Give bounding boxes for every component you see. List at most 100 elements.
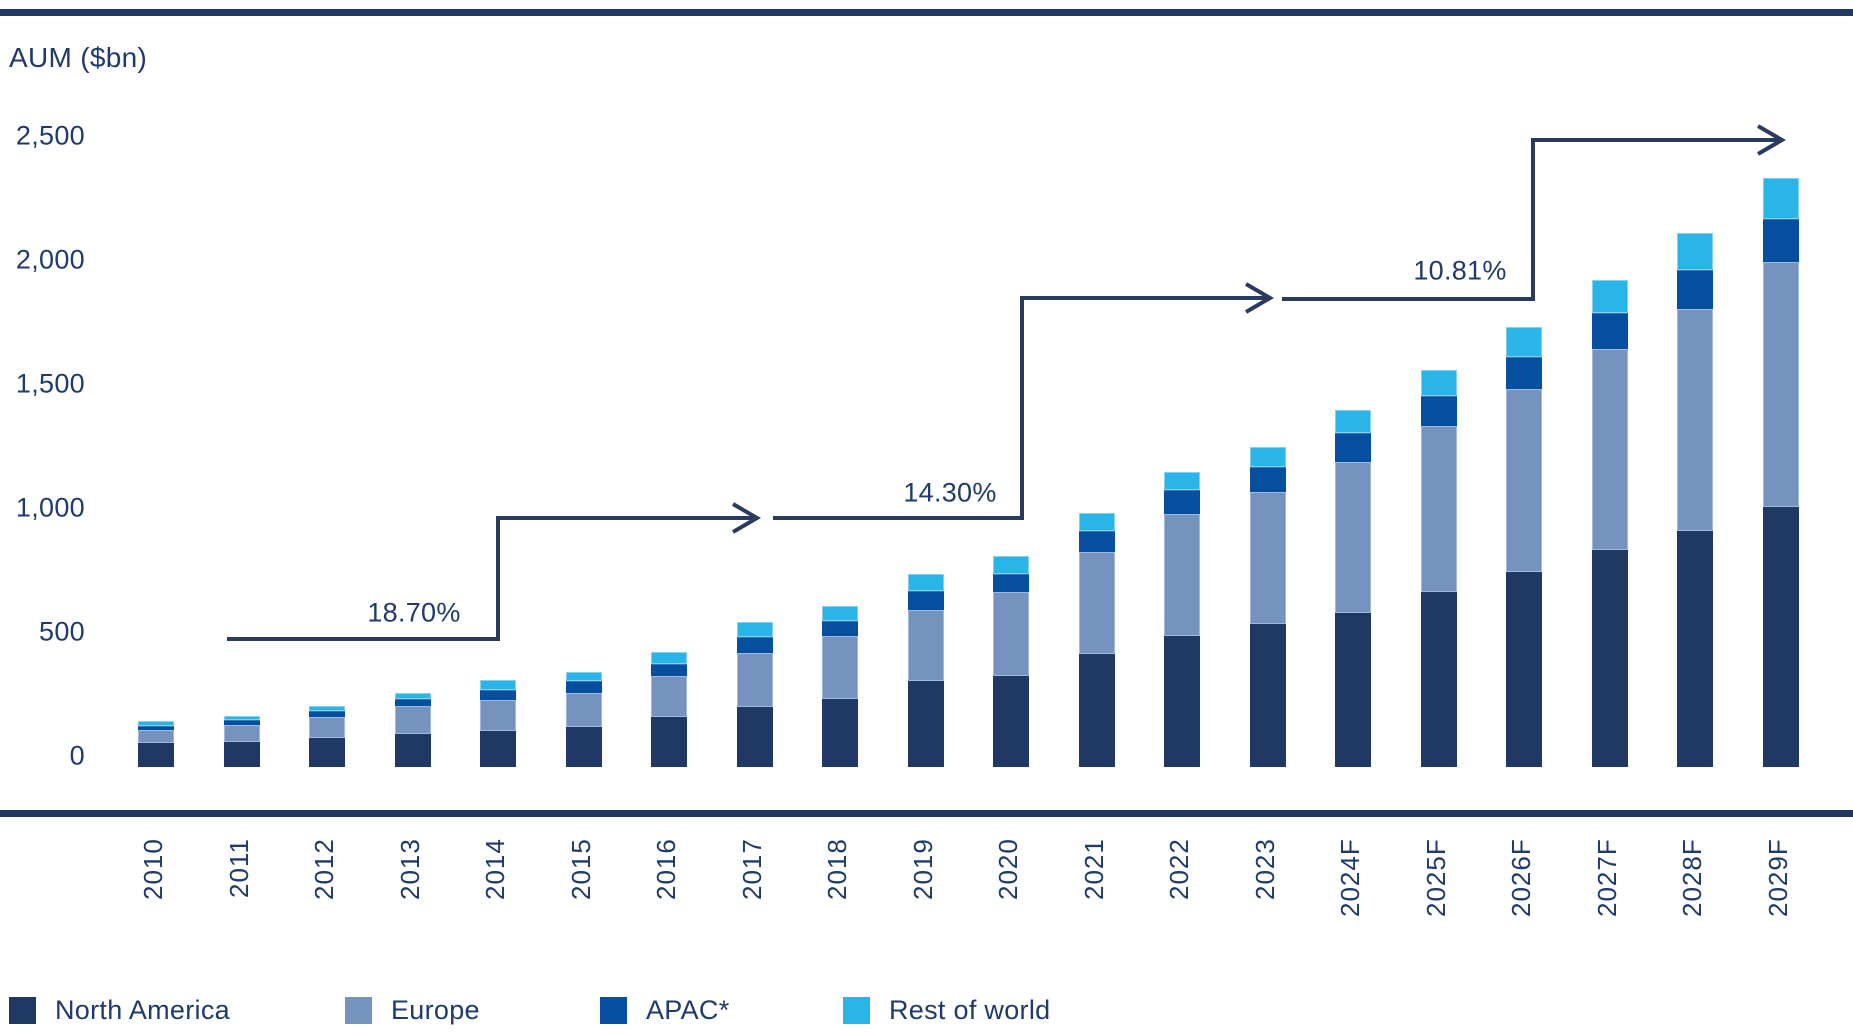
bar-segment-rest-of-world <box>1506 326 1542 357</box>
bar-segment-rest-of-world <box>651 651 687 665</box>
legend-swatch <box>345 997 372 1024</box>
bar-segment-europe <box>993 592 1029 677</box>
bar-segment-north-america <box>565 727 602 767</box>
bar-segment-europe <box>822 635 858 699</box>
y-tick-label: 1,500 <box>15 368 85 399</box>
bar-segment-europe <box>1335 461 1371 614</box>
y-axis-title: AUM ($bn) <box>9 42 148 73</box>
cagr-arrow-1-head <box>731 502 761 534</box>
bar-segment-apac <box>480 690 516 701</box>
bar-segment-rest-of-world <box>1249 447 1286 467</box>
cagr-arrow-2 <box>773 296 1266 520</box>
bar-segment-europe <box>1506 388 1542 573</box>
x-tick-label-2016: 2016 <box>651 838 681 900</box>
bar-segment-apac <box>1762 218 1799 263</box>
x-tick-label-2019: 2019 <box>907 838 938 900</box>
bar-segment-europe <box>309 717 345 739</box>
bar-segment-rest-of-world <box>1335 409 1371 434</box>
legend-swatch <box>9 997 36 1024</box>
cagr-arrow-1 <box>227 516 753 641</box>
bar-segment-north-america <box>1420 592 1457 767</box>
bar-segment-north-america <box>223 742 260 767</box>
x-tick-label-2021: 2021 <box>1078 838 1109 900</box>
bar-segment-apac <box>394 698 431 707</box>
bar-segment-europe <box>223 724 260 743</box>
bar-segment-rest-of-world <box>138 721 174 727</box>
bar-segment-apac <box>822 620 858 636</box>
bar-segment-rest-of-world <box>1591 279 1628 314</box>
bar-segment-europe <box>1164 514 1200 636</box>
bar-segment-europe <box>651 676 687 718</box>
bar-segment-apac <box>1249 466 1286 492</box>
legend-swatch <box>600 997 627 1024</box>
bar-segment-apac <box>907 590 944 610</box>
bar-segment-rest-of-world <box>309 706 345 712</box>
y-tick-label: 1,000 <box>15 492 85 523</box>
legend: North America Europe APAC* Rest of world <box>0 995 1853 1031</box>
bar-segment-rest-of-world <box>394 692 431 699</box>
bar-segment-europe <box>1677 309 1713 532</box>
bar-segment-apac <box>565 681 602 693</box>
x-tick-label-2012: 2012 <box>309 838 339 900</box>
bar-segment-apac <box>1677 269 1713 310</box>
x-tick-label-2013: 2013 <box>394 838 425 900</box>
bar-segment-apac <box>1506 356 1542 389</box>
x-tick-label-2024f: 2024F <box>1335 838 1365 917</box>
bar-segment-north-america <box>138 743 174 767</box>
bar-segment-north-america <box>1677 531 1713 767</box>
cagr-label-1: 18.70% <box>367 597 461 628</box>
x-tick-label-2025f: 2025F <box>1420 838 1451 917</box>
legend-item-apac: APAC* <box>600 995 730 1026</box>
cagr-label-2: 14.30% <box>903 477 997 508</box>
y-tick-label: 2,500 <box>15 120 85 151</box>
legend-label: APAC* <box>646 995 730 1025</box>
x-tick-label-2029f: 2029F <box>1762 838 1793 917</box>
y-tick-label: 500 <box>39 616 85 647</box>
bar-segment-apac <box>1591 313 1628 350</box>
cagr-label-3: 10.81% <box>1413 255 1507 286</box>
bar-segment-europe <box>1249 491 1286 625</box>
x-tick-label-2028f: 2028F <box>1677 838 1707 917</box>
bar-segment-apac <box>1078 531 1115 553</box>
bar-segment-north-america <box>480 731 516 767</box>
legend-item-europe: Europe <box>345 995 480 1026</box>
bar-segment-north-america <box>1078 654 1115 767</box>
bar-segment-apac <box>138 726 174 730</box>
bar-segment-europe <box>480 700 516 732</box>
bar-segment-rest-of-world <box>993 556 1029 574</box>
x-tick-label-2015: 2015 <box>565 838 596 900</box>
bar-segment-apac <box>1420 396 1457 426</box>
bar-segment-north-america <box>1591 550 1628 767</box>
bar-segment-europe <box>736 652 773 708</box>
bar-segment-europe <box>394 706 431 734</box>
y-tick-label: 0 <box>69 740 85 771</box>
bar-segment-rest-of-world <box>907 573 944 591</box>
bar-segment-rest-of-world <box>1164 471 1200 491</box>
bar-segment-rest-of-world <box>736 621 773 637</box>
bar-segment-north-america <box>736 707 773 767</box>
bar-segment-apac <box>1335 433 1371 462</box>
bar-segment-europe <box>138 729 174 744</box>
bar-segment-north-america <box>1762 506 1799 767</box>
bar-segment-europe <box>1762 262 1799 507</box>
x-tick-label-2027f: 2027F <box>1591 838 1622 917</box>
bar-segment-north-america <box>394 733 431 767</box>
bar-segment-north-america <box>822 698 858 767</box>
bar-segment-rest-of-world <box>223 716 260 720</box>
bar-segment-north-america <box>651 717 687 767</box>
legend-item-rest-of-world: Rest of world <box>843 995 1050 1026</box>
bar-segment-apac <box>1164 490 1200 515</box>
cagr-arrow-3 <box>1282 138 1778 301</box>
bar-segment-north-america <box>1164 635 1200 767</box>
bar-segment-north-america <box>1335 613 1371 767</box>
bar-segment-europe <box>907 609 944 682</box>
bar-segment-rest-of-world <box>1420 370 1457 397</box>
bar-segment-rest-of-world <box>565 671 602 682</box>
bar-segment-apac <box>736 636 773 653</box>
bar-segment-apac <box>993 573 1029 593</box>
bar-segment-north-america <box>1506 572 1542 767</box>
legend-item-north-america: North America <box>9 995 230 1026</box>
bar-segment-rest-of-world <box>1677 232 1713 270</box>
